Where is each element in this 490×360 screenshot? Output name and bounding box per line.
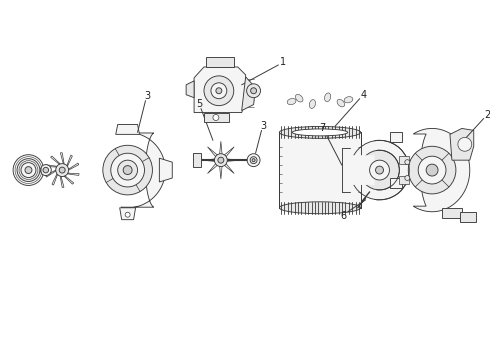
Polygon shape <box>450 129 474 160</box>
Ellipse shape <box>295 94 303 102</box>
Circle shape <box>375 166 384 174</box>
Circle shape <box>405 160 410 165</box>
Circle shape <box>215 154 227 167</box>
Circle shape <box>250 88 257 94</box>
Polygon shape <box>224 147 234 157</box>
Circle shape <box>418 156 446 184</box>
Polygon shape <box>202 159 215 161</box>
Polygon shape <box>120 208 136 220</box>
Circle shape <box>250 157 257 164</box>
Circle shape <box>247 154 260 167</box>
Polygon shape <box>227 159 240 161</box>
Circle shape <box>350 140 409 200</box>
Polygon shape <box>208 163 218 174</box>
Text: 6: 6 <box>341 211 347 221</box>
Text: 2: 2 <box>485 109 490 120</box>
Text: 5: 5 <box>196 99 202 109</box>
Circle shape <box>56 164 69 176</box>
Polygon shape <box>60 176 64 188</box>
Circle shape <box>123 166 132 175</box>
Circle shape <box>369 160 390 180</box>
Ellipse shape <box>279 126 361 138</box>
Circle shape <box>426 164 438 176</box>
Circle shape <box>213 114 219 121</box>
Circle shape <box>103 145 152 195</box>
Text: 3: 3 <box>261 121 267 131</box>
Circle shape <box>458 138 472 151</box>
Polygon shape <box>194 67 245 113</box>
Polygon shape <box>69 163 79 170</box>
Circle shape <box>204 76 234 105</box>
Circle shape <box>405 176 410 180</box>
Circle shape <box>216 88 222 94</box>
Circle shape <box>43 167 49 173</box>
Polygon shape <box>242 77 256 111</box>
Text: 4: 4 <box>361 90 367 100</box>
Polygon shape <box>45 165 57 167</box>
Text: 7: 7 <box>319 123 325 134</box>
Polygon shape <box>391 132 402 142</box>
Polygon shape <box>220 166 222 179</box>
Ellipse shape <box>287 99 296 105</box>
Polygon shape <box>224 163 234 174</box>
Circle shape <box>408 146 456 194</box>
Polygon shape <box>220 141 222 154</box>
Polygon shape <box>442 208 462 218</box>
Ellipse shape <box>309 100 316 108</box>
Circle shape <box>59 167 65 173</box>
Polygon shape <box>50 156 60 164</box>
Text: 1: 1 <box>280 57 286 67</box>
Circle shape <box>40 165 51 176</box>
Polygon shape <box>116 125 140 134</box>
Polygon shape <box>46 170 56 177</box>
Polygon shape <box>340 155 374 185</box>
Text: 3: 3 <box>145 91 150 101</box>
Polygon shape <box>52 174 57 185</box>
Polygon shape <box>159 158 172 182</box>
Circle shape <box>25 167 32 174</box>
Ellipse shape <box>344 97 353 103</box>
Circle shape <box>13 155 44 185</box>
Circle shape <box>211 83 227 99</box>
Polygon shape <box>68 173 79 175</box>
Polygon shape <box>204 113 229 122</box>
Polygon shape <box>206 57 234 67</box>
Polygon shape <box>67 155 73 166</box>
Polygon shape <box>208 147 218 157</box>
Circle shape <box>21 163 36 177</box>
Circle shape <box>246 84 261 98</box>
Polygon shape <box>460 212 476 222</box>
Circle shape <box>118 160 138 180</box>
Polygon shape <box>186 81 194 98</box>
Ellipse shape <box>292 129 348 136</box>
Bar <box>399 176 409 184</box>
Circle shape <box>218 157 224 163</box>
Polygon shape <box>391 178 402 188</box>
Ellipse shape <box>324 93 331 102</box>
Ellipse shape <box>279 202 361 214</box>
Circle shape <box>111 153 145 187</box>
Polygon shape <box>64 176 74 184</box>
Polygon shape <box>279 132 361 208</box>
Polygon shape <box>193 153 201 167</box>
Circle shape <box>252 159 255 162</box>
Circle shape <box>125 212 130 217</box>
Circle shape <box>360 150 399 190</box>
Polygon shape <box>60 153 64 164</box>
Circle shape <box>17 159 40 181</box>
Polygon shape <box>413 129 470 212</box>
Polygon shape <box>121 132 165 208</box>
Ellipse shape <box>337 99 344 107</box>
Bar <box>399 156 409 164</box>
